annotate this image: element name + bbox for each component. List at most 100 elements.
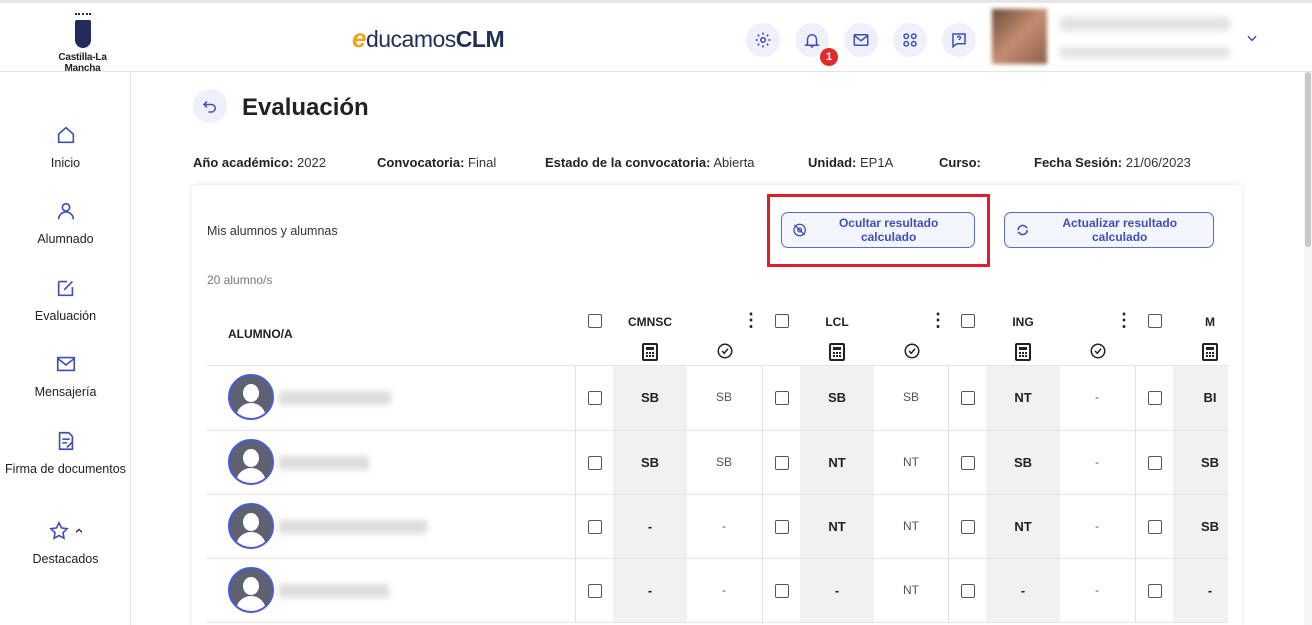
help-button[interactable] [942, 23, 976, 57]
grade-checkbox[interactable] [961, 456, 975, 470]
page-title: Evaluación [242, 94, 369, 121]
page-scrollbar[interactable] [1304, 72, 1312, 625]
settings-button[interactable] [746, 23, 780, 57]
undo-arrow-icon [202, 100, 216, 113]
final-grade[interactable]: - [722, 519, 726, 533]
back-button[interactable] [193, 89, 227, 123]
calculator-icon [1202, 343, 1218, 364]
home-icon [57, 126, 74, 144]
table-row [207, 494, 1228, 559]
sidebar-item-firma-documentos[interactable]: Firma de documentos [0, 430, 131, 476]
grade-checkbox[interactable] [1148, 456, 1162, 470]
more-options-icon[interactable]: ⋮ [742, 310, 760, 330]
hide-calculated-button[interactable]: Ocultar resultado calculado [781, 212, 975, 248]
grade-checkbox[interactable] [961, 520, 975, 534]
bell-icon [804, 34, 820, 48]
info-unidad: Unidad: EP1A [808, 155, 894, 170]
calculated-grade[interactable]: - [647, 519, 653, 534]
apps-button[interactable] [893, 23, 927, 57]
student-column-header: ALUMNO/A [228, 327, 293, 341]
grade-checkbox[interactable] [1148, 520, 1162, 534]
sidebar: Inicio Alumnado Evaluación Mensajería Fi… [0, 72, 131, 625]
sidebar-item-inicio[interactable]: Inicio [0, 124, 131, 170]
grade-checkbox[interactable] [1148, 584, 1162, 598]
grade-checkbox[interactable] [588, 391, 602, 405]
star-icon [48, 520, 69, 540]
calculated-grade[interactable]: NT [828, 455, 846, 470]
notification-badge: 1 [820, 48, 838, 66]
calculated-grade[interactable]: SB [1200, 519, 1220, 534]
final-grade[interactable]: - [1095, 519, 1099, 533]
edit-icon [57, 280, 73, 297]
sign-doc-icon [58, 431, 73, 451]
table-row [207, 365, 1228, 430]
info-convocatoria: Convocatoria: Final [377, 155, 497, 170]
educamosclm-logo[interactable]: educamosCLM [352, 23, 505, 53]
final-grade[interactable]: - [1095, 455, 1099, 469]
info-academic-year: Año académico: 2022 [193, 155, 326, 170]
calculated-grade[interactable]: NT [1014, 519, 1032, 534]
subject-header: LCL [825, 315, 849, 329]
final-grade[interactable]: NT [903, 519, 919, 533]
final-grade[interactable]: SB [715, 390, 732, 404]
refresh-icon [1017, 224, 1028, 236]
calculated-grade[interactable]: NT [828, 519, 846, 534]
final-grade[interactable]: SB [715, 455, 732, 469]
grade-checkbox[interactable] [588, 520, 602, 534]
calculated-grade[interactable]: SB [640, 390, 660, 405]
final-grade[interactable]: NT [903, 455, 919, 469]
update-calculated-button[interactable]: Actualizar resultado calculado [1004, 212, 1214, 248]
grade-checkbox[interactable] [1148, 391, 1162, 405]
calculated-grade[interactable]: BI [1203, 390, 1217, 405]
calculated-grade[interactable]: - [834, 583, 840, 598]
eye-off-icon [793, 223, 806, 237]
subject-select-checkbox[interactable] [1148, 314, 1162, 328]
highlight-box [767, 194, 990, 267]
calculator-icon [829, 343, 845, 364]
help-chat-icon [952, 33, 966, 49]
calculated-grade[interactable]: - [1207, 583, 1213, 598]
table-row [207, 430, 1228, 495]
subject-select-checkbox[interactable] [588, 314, 602, 328]
sidebar-item-mensajeria[interactable]: Mensajería [0, 353, 131, 399]
calculated-grade[interactable]: SB [640, 455, 660, 470]
students-card: Mis alumnos y alumnas 20 alumno/s Oculta… [192, 185, 1242, 625]
final-grade[interactable]: - [1095, 583, 1099, 597]
final-grade[interactable]: - [722, 583, 726, 597]
grade-checkbox[interactable] [775, 456, 789, 470]
final-grade[interactable]: NT [903, 583, 919, 597]
castilla-la-mancha-logo[interactable]: Castilla-La Mancha [40, 13, 125, 74]
final-grade[interactable]: - [1095, 390, 1099, 404]
more-options-icon[interactable]: ⋮ [1115, 310, 1133, 330]
grade-checkbox[interactable] [961, 391, 975, 405]
check-circle-icon [903, 342, 921, 363]
calculated-grade[interactable]: SB [1013, 455, 1033, 470]
sidebar-item-alumnado[interactable]: Alumnado [0, 200, 131, 246]
grade-checkbox[interactable] [775, 584, 789, 598]
calculated-grade[interactable]: - [1020, 583, 1026, 598]
subject-select-checkbox[interactable] [961, 314, 975, 328]
check-circle-icon [716, 342, 734, 363]
calculated-grade[interactable]: NT [1014, 390, 1032, 405]
calculated-grade[interactable]: SB [1200, 455, 1220, 470]
calculated-grade[interactable]: SB [827, 390, 847, 405]
table-row-border [207, 622, 1228, 623]
calculated-grade[interactable]: - [647, 583, 653, 598]
final-grade[interactable]: SB [902, 390, 919, 404]
grade-checkbox[interactable] [588, 584, 602, 598]
grade-checkbox[interactable] [588, 456, 602, 470]
subject-select-checkbox[interactable] [775, 314, 789, 328]
grade-checkbox[interactable] [961, 584, 975, 598]
table-row [207, 558, 1228, 623]
messages-button[interactable] [844, 23, 878, 57]
grade-checkbox[interactable] [775, 520, 789, 534]
user-icon [57, 202, 74, 220]
grade-checkbox[interactable] [775, 391, 789, 405]
sidebar-item-evaluacion[interactable]: Evaluación [0, 277, 131, 323]
sidebar-item-destacados[interactable]: Destacados [0, 520, 131, 566]
apps-icon [903, 33, 917, 47]
user-avatar[interactable] [992, 9, 1047, 64]
more-options-icon[interactable]: ⋮ [929, 310, 947, 330]
chevron-down-icon[interactable] [1245, 31, 1259, 45]
info-fecha-sesion: Fecha Sesión: 21/06/2023 [1034, 155, 1191, 170]
